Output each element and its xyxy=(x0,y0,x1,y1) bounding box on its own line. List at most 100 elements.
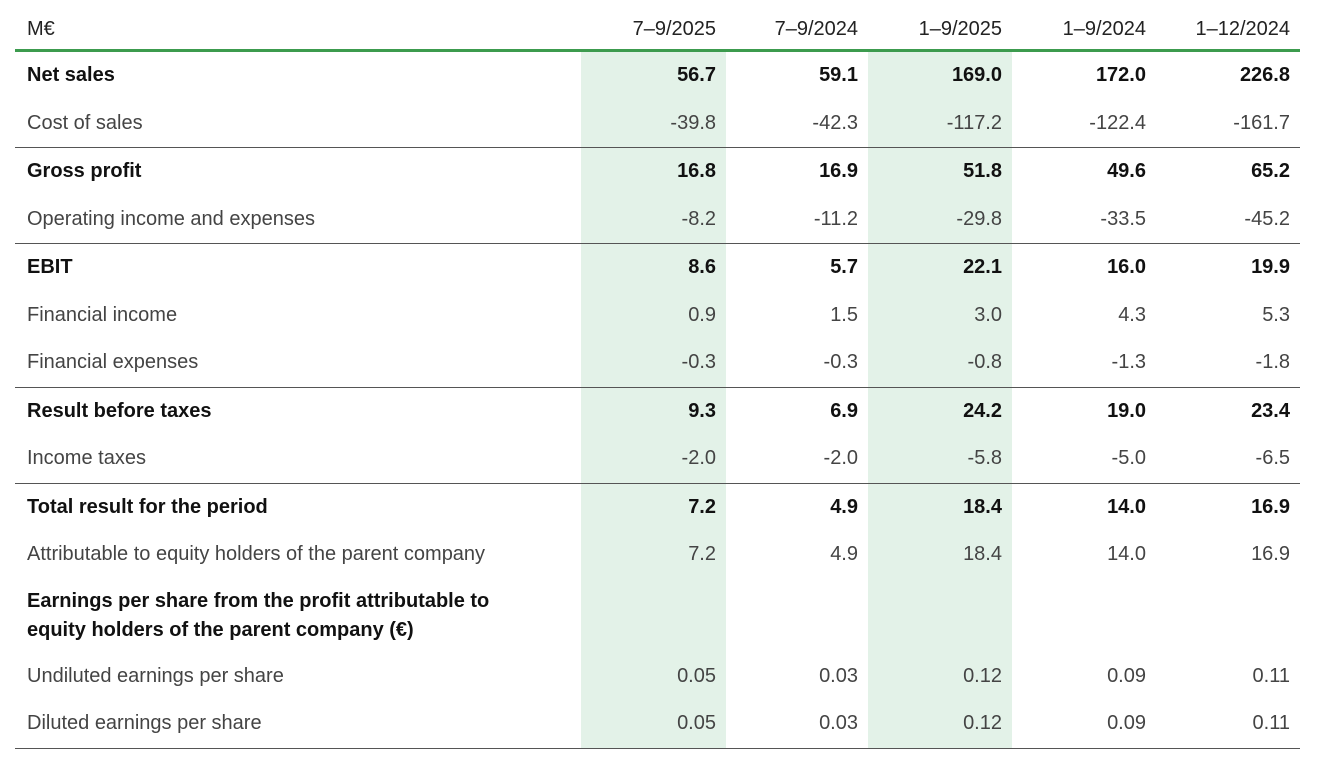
table-row: Operating income and expenses -8.2 -11.2 -2… xyxy=(15,195,1300,244)
row-label-cell: Income taxes xyxy=(15,435,581,483)
value-cell: 22.1 xyxy=(868,243,1012,292)
row-label: Operating income and expenses xyxy=(27,207,315,230)
table-row: Income taxes -2.0 -2.0 -5.8 -5.0 -6.5 xyxy=(15,435,1300,483)
value-cell: -8.2 xyxy=(581,195,726,244)
value-cell: 0.05 xyxy=(581,700,726,749)
value-cell: -117.2 xyxy=(868,99,1012,148)
value-cell: -2.0 xyxy=(823,447,858,470)
row-label: EBIT xyxy=(27,256,73,279)
table-body: Net sales 56.7 59.1 169.0 172.0 226.8 Cost of … xyxy=(15,50,1300,749)
value-cell: 0.12 xyxy=(868,700,1012,749)
row-label: Undiluted earnings per share xyxy=(27,664,284,687)
value-cell: 14.0 xyxy=(1012,482,1156,531)
value-cell: 19.9 xyxy=(1156,243,1300,292)
value-cell: -161.7 xyxy=(1233,111,1290,134)
row-label-cell: Cost of sales xyxy=(15,100,581,148)
row-label: Gross profit xyxy=(27,160,142,183)
row-label: Income taxes xyxy=(27,447,146,470)
value-cell: 0.11 xyxy=(1252,664,1290,687)
table-row: Attributable to equity holders of the pa… xyxy=(15,531,1300,579)
value-cell xyxy=(1012,579,1156,653)
value-cell: 0.12 xyxy=(868,652,1012,700)
value-cell: 169.0 xyxy=(868,50,1012,100)
value-cell: 226.8 xyxy=(1239,64,1290,87)
table-row: Total result for the period 7.2 4.9 18.4 14.… xyxy=(15,482,1300,531)
value-cell: 0.03 xyxy=(819,664,858,687)
row-label: Diluted earnings per share xyxy=(27,712,262,735)
value-cell: -11.2 xyxy=(813,207,858,230)
value-cell: 16.9 xyxy=(1156,482,1300,531)
table-row: Net sales 56.7 59.1 169.0 172.0 226.8 xyxy=(15,50,1300,100)
row-label-cell: Net sales xyxy=(15,51,581,100)
value-cell: -122.4 xyxy=(1089,111,1146,134)
value-cell: -6.5 xyxy=(1255,447,1290,470)
row-label-cell: Total result for the period xyxy=(15,482,581,531)
value-cell: 0.09 xyxy=(1107,664,1146,687)
value-cell: 5.3 xyxy=(1262,303,1290,326)
value-cell: 0.09 xyxy=(1012,700,1156,749)
value-cell: -29.8 xyxy=(868,195,1012,244)
value-cell: -33.5 xyxy=(1100,207,1146,230)
row-label: Earnings per share from the profit attri… xyxy=(27,589,490,641)
table-row: Financial income 0.9 1.5 3.0 4.3 5.3 xyxy=(15,291,1300,340)
row-label-cell: Undiluted earnings per share xyxy=(15,653,581,701)
value-cell: 172.0 xyxy=(1095,64,1146,87)
table-row: EBIT 8.6 5.7 22.1 16.0 19.9 xyxy=(15,243,1300,292)
income-table: M€ 7–9/2025 7–9/2024 1–9/2025 1–9/2024 1–12/… xyxy=(15,10,1300,749)
column-header: 7–9/2024 xyxy=(726,10,868,52)
row-label: Result before taxes xyxy=(27,399,212,422)
row-label: Cost of sales xyxy=(27,111,143,134)
value-cell: 14.0 xyxy=(1107,543,1146,566)
column-header: 1–9/2025 xyxy=(868,10,1012,52)
value-cell: 16.0 xyxy=(1012,243,1156,292)
value-cell: 1.5 xyxy=(830,303,858,326)
table-row: Gross profit 16.8 16.9 51.8 49.6 65.2 xyxy=(15,147,1300,196)
value-cell: 4.3 xyxy=(1118,303,1146,326)
table-row: Diluted earnings per share 0.05 0.03 0.12 0.… xyxy=(15,700,1300,749)
table-row: Undiluted earnings per share 0.05 0.03 0.12… xyxy=(15,652,1300,701)
row-label-cell: Diluted earnings per share xyxy=(15,700,581,749)
value-cell: 16.8 xyxy=(581,147,726,196)
value-cell: 0.03 xyxy=(726,700,868,749)
value-cell: 18.4 xyxy=(868,482,1012,531)
value-cell: 0.9 xyxy=(581,291,726,339)
row-label-cell: Attributable to equity holders of the pa… xyxy=(15,531,581,579)
value-cell: -1.8 xyxy=(1255,351,1290,374)
column-header: 1–12/2024 xyxy=(1156,10,1300,52)
table-row: Earnings per share from the profit attri… xyxy=(15,578,1300,653)
value-cell: 6.9 xyxy=(726,386,868,435)
unit-header: M€ xyxy=(15,10,581,52)
value-cell: -0.8 xyxy=(868,339,1012,387)
value-cell: 3.0 xyxy=(868,291,1012,339)
header-row: M€ 7–9/2025 7–9/2024 1–9/2025 1–9/2024 1–12/… xyxy=(15,10,1300,52)
row-label-cell: Financial expenses xyxy=(15,339,581,387)
value-cell: 16.9 xyxy=(1251,543,1290,566)
row-label: Financial income xyxy=(27,303,178,326)
value-cell: 24.2 xyxy=(868,386,1012,435)
column-header: 1–9/2024 xyxy=(1012,10,1156,52)
value-cell: 9.3 xyxy=(581,386,726,435)
value-cell: -5.8 xyxy=(868,435,1012,483)
value-cell: -39.8 xyxy=(581,99,726,148)
value-cell: -0.3 xyxy=(823,351,858,374)
table-row: Financial expenses -0.3 -0.3 -0.8 -1.3 -1.8 xyxy=(15,339,1300,387)
value-cell: 23.4 xyxy=(1156,386,1300,435)
value-cell: -45.2 xyxy=(1244,207,1290,230)
value-cell: -42.3 xyxy=(812,111,858,134)
value-cell: -1.3 xyxy=(1111,351,1146,374)
value-cell: 4.9 xyxy=(830,543,858,566)
value-cell: 18.4 xyxy=(868,531,1012,579)
value-cell: 0.11 xyxy=(1156,700,1300,749)
value-cell: 56.7 xyxy=(581,50,726,100)
value-cell: 8.6 xyxy=(581,243,726,292)
value-cell: 5.7 xyxy=(726,243,868,292)
row-label-cell: Financial income xyxy=(15,292,581,340)
row-label: Financial expenses xyxy=(27,351,199,374)
table-container: M€ 7–9/2025 7–9/2024 1–9/2025 1–9/2024 1–12/… xyxy=(15,10,1300,749)
row-label: Total result for the period xyxy=(27,495,268,518)
value-cell: 7.2 xyxy=(581,482,726,531)
value-cell: 19.0 xyxy=(1012,386,1156,435)
row-label-cell: Gross profit xyxy=(15,147,581,196)
value-cell xyxy=(1156,579,1300,653)
